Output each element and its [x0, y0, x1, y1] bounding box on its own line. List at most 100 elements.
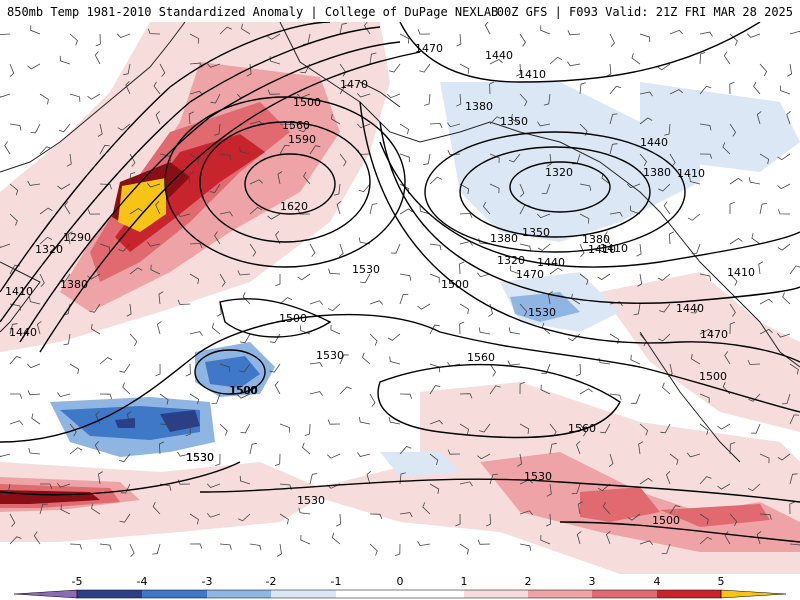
wind-barb	[369, 203, 378, 215]
wind-barb	[597, 483, 611, 492]
wind-barb	[36, 321, 42, 335]
wind-barb	[519, 93, 528, 107]
wind-barb	[519, 423, 530, 434]
wind-barb	[119, 513, 131, 523]
wind-barb	[729, 201, 735, 214]
wind-barb	[120, 483, 131, 494]
wind-barb	[753, 81, 761, 95]
wind-barb	[459, 261, 465, 275]
wind-barb	[639, 423, 649, 436]
wind-barb	[747, 483, 761, 492]
wind-barb	[747, 33, 761, 38]
wind-barb	[658, 183, 671, 192]
wind-barb	[338, 243, 344, 258]
wind-barb	[185, 423, 191, 437]
wind-barb	[787, 63, 793, 77]
wind-barb	[309, 391, 323, 396]
wind-barb	[211, 322, 221, 335]
wind-barb	[399, 446, 412, 455]
wind-barb	[789, 30, 800, 35]
wind-barb	[214, 231, 221, 245]
wind-barb	[789, 414, 800, 425]
contour-label: 1530	[316, 349, 344, 362]
wind-barb	[241, 23, 251, 35]
wind-barb	[189, 513, 199, 525]
wind-barb	[687, 213, 701, 221]
wind-barbs	[0, 22, 800, 557]
contour-label: 1530	[297, 494, 325, 507]
wind-barb	[216, 303, 222, 317]
wind-barb	[508, 327, 521, 335]
wind-barb	[356, 92, 371, 98]
wind-barb	[94, 441, 101, 455]
wind-barb	[274, 381, 281, 395]
wind-barb	[9, 513, 16, 527]
colorbar: -5 -4 -3 -2 -1 0 1 2 3 4 5	[0, 574, 800, 600]
wind-barb	[424, 93, 431, 106]
wind-barb	[240, 423, 251, 434]
anomaly-region	[640, 82, 800, 172]
wind-barb	[189, 393, 199, 405]
wind-barb	[627, 513, 641, 521]
wind-barb	[759, 153, 770, 165]
anomaly-region	[115, 418, 135, 428]
contour-label: 1500	[293, 96, 321, 109]
wind-barb	[549, 56, 563, 65]
wind-barb	[129, 267, 143, 275]
wind-barb	[429, 122, 443, 129]
wind-barb	[298, 123, 311, 133]
anomaly-region	[380, 452, 460, 477]
wind-barb	[122, 382, 131, 395]
wind-barb	[459, 393, 473, 399]
wind-barb	[602, 501, 611, 515]
wind-barb	[639, 333, 647, 347]
wind-barb	[459, 63, 470, 74]
wind-barb	[455, 513, 461, 527]
wind-barb	[729, 273, 738, 286]
wind-barb	[300, 534, 311, 545]
wind-barb	[60, 504, 71, 515]
wind-barb	[357, 452, 371, 457]
contour-label: 1380	[490, 232, 518, 245]
wind-barb	[541, 183, 551, 194]
contour-label: 1350	[522, 226, 550, 239]
wind-barb	[489, 153, 500, 163]
colorbar-swatch	[528, 590, 592, 598]
wind-barb	[429, 453, 439, 466]
wind-barb	[189, 331, 203, 336]
wind-barb	[366, 470, 372, 485]
wind-barb	[759, 513, 772, 520]
anomaly-map: 1470 1440 1410 1380 1350 1320 1500 1560 …	[0, 22, 800, 574]
wind-barb	[99, 243, 111, 253]
wind-barb	[304, 423, 311, 436]
wind-barb	[699, 273, 711, 281]
wind-barb	[747, 359, 761, 365]
wind-barb	[636, 243, 642, 257]
contour-label: 1500	[699, 370, 727, 383]
wind-barb	[575, 363, 581, 377]
wind-barb	[57, 183, 71, 190]
wind-barb	[429, 243, 442, 251]
wind-barb	[189, 90, 203, 96]
wind-barb	[357, 123, 371, 129]
contour-label: 1380	[465, 100, 493, 113]
wind-barb	[609, 393, 622, 401]
wind-barb	[399, 393, 413, 400]
wind-barb	[328, 268, 341, 275]
wind-barb	[30, 25, 41, 35]
wind-barb	[63, 333, 71, 346]
wind-barb	[776, 332, 791, 338]
wind-barb	[485, 513, 492, 527]
anomaly-region	[600, 272, 800, 432]
wind-barb	[10, 393, 23, 399]
wind-barb	[242, 292, 251, 305]
wind-barb	[669, 453, 679, 465]
wind-barb	[129, 543, 135, 557]
wind-barb	[277, 171, 283, 185]
wind-barb	[159, 393, 169, 405]
wind-barb	[759, 63, 768, 77]
contour-label: 1410	[600, 242, 628, 255]
wind-barb	[748, 177, 761, 185]
wind-barb	[639, 117, 653, 125]
wind-barb	[358, 183, 371, 193]
